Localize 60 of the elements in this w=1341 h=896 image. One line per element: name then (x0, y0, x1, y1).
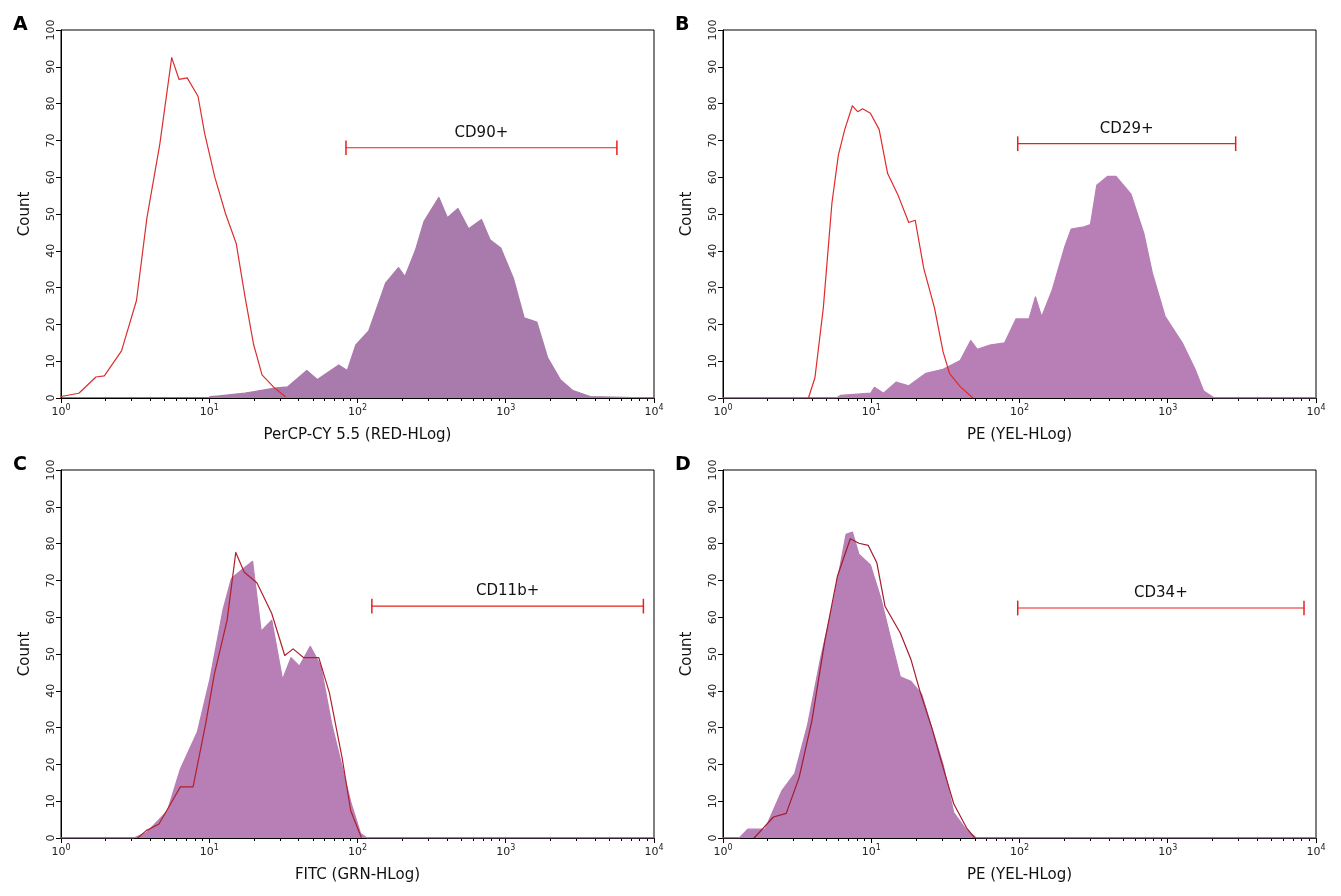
y-tick-label: 80 (706, 536, 719, 551)
annotation: CD29+ (1099, 118, 1154, 137)
y-tick-label: 70 (706, 133, 719, 148)
y-tick-label: 50 (44, 647, 57, 661)
y-tick-label: 30 (706, 280, 719, 295)
chart-title: D (675, 451, 691, 474)
y-tick-label: 90 (44, 499, 57, 514)
x-axis-title: PerCP-CY 5.5 (RED-HLog) (263, 424, 452, 443)
y-tick-label: 90 (706, 59, 719, 74)
y-tick-label: 60 (706, 610, 719, 625)
y-tick-label: 100 (706, 19, 719, 41)
y-tick-label: 100 (706, 459, 719, 481)
y-tick-label: 40 (44, 683, 57, 698)
y-tick-label: 70 (44, 573, 57, 588)
y-tick-label: 90 (44, 59, 57, 74)
annotation: CD90+ (454, 122, 509, 141)
y-tick-label: 10 (44, 794, 57, 809)
chart-title: A (13, 11, 28, 34)
y-tick-label: 20 (44, 757, 57, 772)
x-axis-title: PE (YEL-HLog) (966, 864, 1073, 883)
y-tick-label: 0 (706, 834, 719, 842)
y-tick-label: 100 (44, 459, 57, 481)
y-tick-label: 40 (706, 243, 719, 258)
y-tick-label: 50 (706, 207, 719, 221)
y-tick-label: 70 (706, 573, 719, 588)
annotation: CD34+ (1134, 583, 1188, 601)
y-tick-label: 10 (44, 354, 57, 369)
y-tick-label: 60 (44, 170, 57, 185)
y-axis-title: Count (14, 631, 33, 677)
y-tick-label: 20 (44, 317, 57, 332)
y-tick-label: 80 (706, 96, 719, 111)
y-tick-label: 80 (44, 536, 57, 551)
y-tick-label: 30 (44, 280, 57, 295)
y-tick-label: 90 (706, 499, 719, 514)
y-tick-label: 70 (44, 133, 57, 148)
y-tick-label: 40 (706, 683, 719, 698)
y-tick-label: 80 (44, 96, 57, 111)
y-tick-label: 60 (44, 610, 57, 625)
x-axis-title: FITC (GRN-HLog) (294, 864, 421, 883)
y-tick-label: 40 (44, 243, 57, 258)
y-tick-label: 60 (706, 170, 719, 185)
x-axis-title: PE (YEL-HLog) (966, 424, 1073, 443)
chart-title: C (13, 451, 27, 474)
y-tick-label: 0 (706, 394, 719, 402)
y-tick-label: 30 (44, 720, 57, 735)
y-tick-label: 0 (44, 834, 57, 842)
y-axis-title: Count (14, 191, 33, 237)
y-axis-title: Count (676, 631, 695, 677)
y-tick-label: 20 (706, 757, 719, 772)
chart-title: B (675, 11, 690, 34)
y-tick-label: 30 (706, 720, 719, 735)
y-tick-label: 50 (706, 647, 719, 661)
y-tick-label: 20 (706, 317, 719, 332)
y-axis-title: Count (676, 191, 695, 237)
y-tick-label: 10 (706, 794, 719, 809)
annotation: CD11b+ (476, 581, 540, 600)
y-tick-label: 0 (44, 394, 57, 402)
y-tick-label: 50 (44, 207, 57, 221)
y-tick-label: 10 (706, 354, 719, 369)
y-tick-label: 100 (44, 19, 57, 41)
